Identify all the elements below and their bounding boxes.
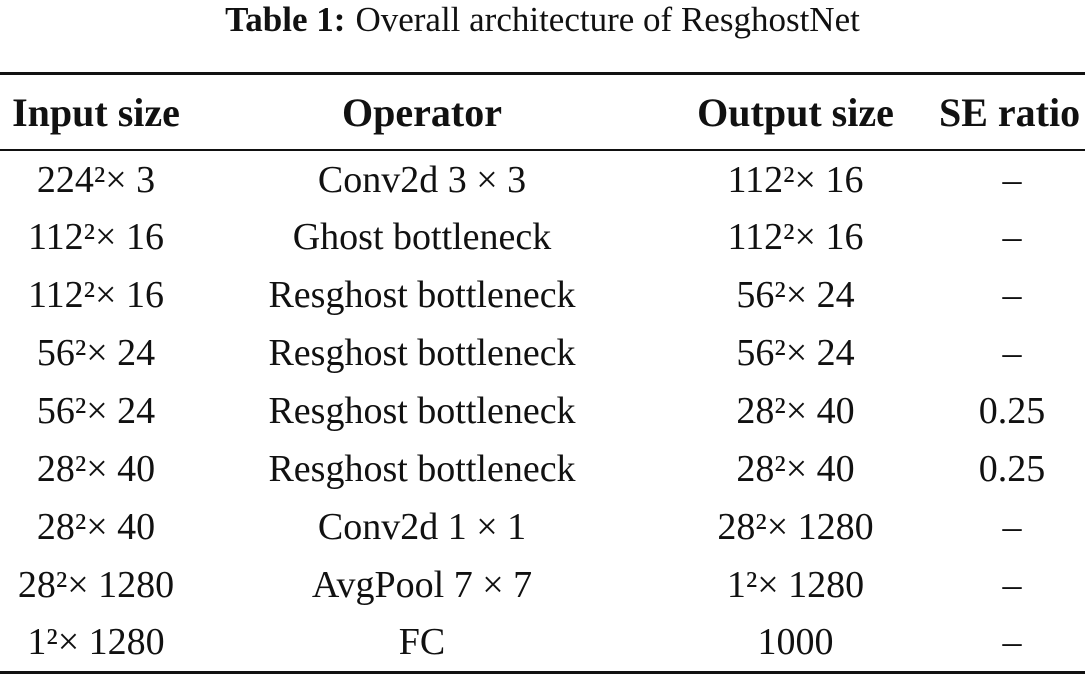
table-row: 112²× 16 Ghost bottleneck 112²× 16 –: [0, 208, 1085, 266]
table-header: Input size Operator Output size SE ratio: [0, 73, 1085, 150]
cell-output-size: 56²× 24: [736, 332, 855, 374]
cell-output-size: 56²× 24: [736, 274, 855, 316]
cell-output-size: 1000: [757, 621, 834, 664]
cell-operator: Conv2d 1 × 1: [317, 506, 527, 548]
cell-output-size: 112²× 16: [727, 216, 864, 258]
table-row: 56²× 24 Resghost bottleneck 28²× 40 0.25: [0, 382, 1085, 440]
header-operator: Operator: [342, 89, 502, 135]
cell-output-size: 28²× 1280: [717, 506, 874, 548]
cell-se-ratio: –: [1002, 332, 1022, 374]
cell-operator: Resghost bottleneck: [268, 390, 576, 432]
cell-se-ratio: 0.25: [978, 448, 1046, 490]
cell-se-ratio: –: [1002, 564, 1022, 606]
architecture-table: Input size Operator Output size SE ratio…: [0, 72, 1085, 674]
cell-input-size: 28²× 1280: [17, 564, 175, 606]
table-caption: Table 1: Overall architecture of Resghost…: [0, 0, 1085, 40]
caption-text: Overall architecture of ResghostNet: [355, 0, 860, 39]
cell-output-size: 28²× 40: [736, 448, 855, 490]
cell-input-size: 56²× 24: [36, 390, 156, 432]
cell-input-size: 224²× 3: [36, 158, 156, 201]
cell-input-size: 28²× 40: [36, 506, 156, 548]
table-row: 28²× 40 Conv2d 1 × 1 28²× 1280 –: [0, 498, 1085, 556]
cell-input-size: 56²× 24: [36, 332, 156, 374]
cell-se-ratio: –: [1002, 216, 1022, 258]
table-row: 1²× 1280 FC 1000 –: [0, 614, 1085, 672]
cell-operator: Resghost bottleneck: [268, 448, 576, 490]
cell-se-ratio: 0.25: [978, 390, 1046, 432]
table-row: 56²× 24 Resghost bottleneck 56²× 24 –: [0, 324, 1085, 382]
header-se-ratio: SE ratio: [939, 89, 1081, 135]
cell-input-size: 112²× 16: [28, 216, 164, 258]
header-output-size: Output size: [697, 89, 894, 135]
cell-operator: FC: [398, 621, 446, 664]
cell-operator: AvgPool 7 × 7: [311, 564, 533, 606]
header-input-size: Input size: [12, 89, 180, 135]
cell-se-ratio: –: [1002, 158, 1022, 201]
table-row: 28²× 40 Resghost bottleneck 28²× 40 0.25: [0, 440, 1085, 498]
header-row: Input size Operator Output size SE ratio: [0, 73, 1085, 150]
cell-input-size: 28²× 40: [36, 448, 156, 490]
cell-se-ratio: –: [1002, 506, 1022, 548]
table-body: 224²× 3 Conv2d 3 × 3 112²× 16 – 112²× 16…: [0, 150, 1085, 672]
cell-se-ratio: –: [1002, 274, 1022, 316]
cell-se-ratio: –: [1002, 621, 1022, 664]
cell-output-size: 112²× 16: [727, 158, 864, 201]
cell-operator: Resghost bottleneck: [268, 274, 576, 316]
caption-label: Table 1:: [225, 0, 346, 39]
cell-operator: Conv2d 3 × 3: [317, 158, 527, 201]
cell-input-size: 1²× 1280: [27, 621, 165, 664]
cell-operator: Resghost bottleneck: [268, 332, 576, 374]
table-row: 28²× 1280 AvgPool 7 × 7 1²× 1280 –: [0, 556, 1085, 614]
table-row: 224²× 3 Conv2d 3 × 3 112²× 16 –: [0, 150, 1085, 208]
cell-output-size: 1²× 1280: [726, 564, 865, 606]
cell-output-size: 28²× 40: [736, 390, 855, 432]
table-row: 112²× 16 Resghost bottleneck 56²× 24 –: [0, 266, 1085, 324]
cell-operator: Ghost bottleneck: [292, 216, 552, 258]
cell-input-size: 112²× 16: [28, 274, 164, 316]
